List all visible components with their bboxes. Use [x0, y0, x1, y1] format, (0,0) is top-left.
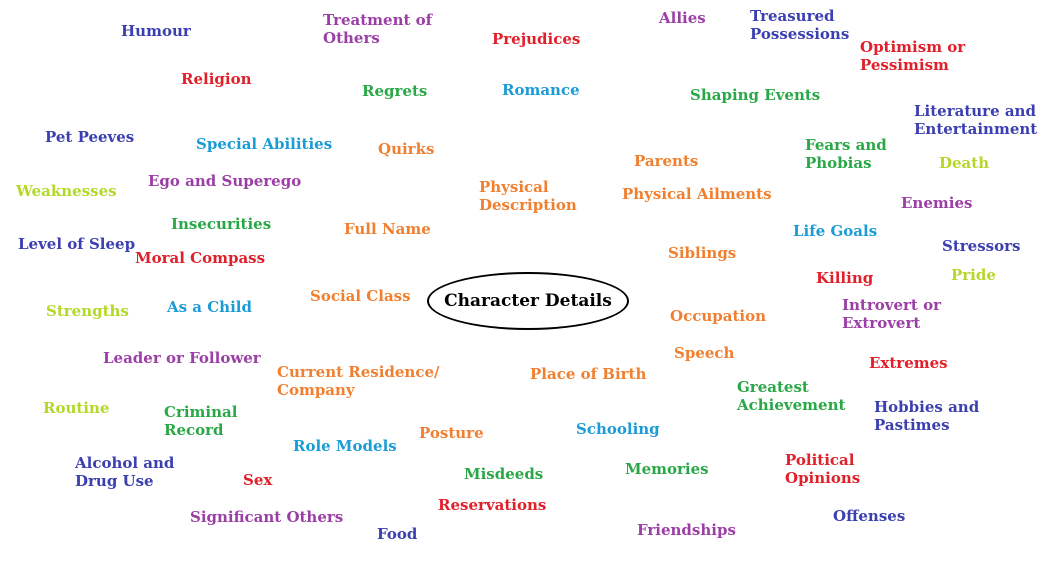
topic-place-of-birth: Place of Birth: [530, 365, 647, 383]
topic-misdeeds: Misdeeds: [464, 465, 544, 483]
topic-full-name: Full Name: [344, 220, 431, 238]
topic-food: Food: [377, 525, 418, 543]
topic-posture: Posture: [419, 424, 484, 442]
topic-extremes: Extremes: [869, 354, 948, 372]
topic-siblings: Siblings: [668, 244, 737, 262]
topic-speech: Speech: [674, 344, 735, 362]
topic-killing: Killing: [816, 269, 874, 287]
topic-leader-or-follower: Leader or Follower: [103, 349, 261, 367]
topic-shaping-events: Shaping Events: [690, 86, 821, 104]
topic-significant-others: Significant Others: [190, 508, 344, 526]
topic-friendships: Friendships: [637, 521, 736, 539]
topic-memories: Memories: [625, 460, 709, 478]
topic-reservations: Reservations: [438, 496, 547, 514]
topic-role-models: Role Models: [293, 437, 397, 455]
center-node: Character Details: [427, 272, 629, 330]
topic-pet-peeves: Pet Peeves: [45, 128, 135, 146]
topic-alcohol-and-drug-use: Alcohol and Drug Use: [75, 454, 175, 490]
topic-treasured-possessions: Treasured Possessions: [750, 7, 850, 43]
topic-moral-compass: Moral Compass: [135, 249, 266, 267]
topic-life-goals: Life Goals: [793, 222, 878, 240]
topic-occupation: Occupation: [670, 307, 766, 325]
topic-weaknesses: Weaknesses: [16, 182, 117, 200]
topic-literature-and-entertainment: Literature and Entertainment: [914, 102, 1038, 138]
topic-sex: Sex: [243, 471, 273, 489]
topic-greatest-achievement: Greatest Achievement: [737, 378, 846, 414]
topic-as-a-child: As a Child: [167, 298, 252, 316]
topic-humour: Humour: [121, 22, 191, 40]
topic-optimism-or-pessimism: Optimism or Pessimism: [860, 38, 966, 74]
topic-physical-description: Physical Description: [479, 178, 577, 214]
topic-treatment-of-others: Treatment of Others: [323, 11, 433, 47]
topic-introvert-or-extrovert: Introvert or Extrovert: [842, 296, 941, 332]
topic-quirks: Quirks: [378, 140, 435, 158]
topic-parents: Parents: [634, 152, 699, 170]
topic-romance: Romance: [502, 81, 580, 99]
topic-prejudices: Prejudices: [492, 30, 581, 48]
center-label: Character Details: [444, 291, 612, 311]
topic-level-of-sleep: Level of Sleep: [18, 235, 136, 253]
topic-strengths: Strengths: [46, 302, 129, 320]
topic-allies: Allies: [659, 9, 706, 27]
topic-fears-and-phobias: Fears and Phobias: [805, 136, 887, 172]
topic-regrets: Regrets: [362, 82, 428, 100]
topic-hobbies-and-pastimes: Hobbies and Pastimes: [874, 398, 980, 434]
topic-special-abilities: Special Abilities: [196, 135, 333, 153]
topic-schooling: Schooling: [576, 420, 660, 438]
topic-current-residence-company: Current Residence/ Company: [277, 363, 440, 399]
topic-criminal-record: Criminal Record: [164, 403, 238, 439]
topic-ego-and-superego: Ego and Superego: [148, 172, 302, 190]
topic-enemies: Enemies: [901, 194, 973, 212]
topic-insecurities: Insecurities: [171, 215, 272, 233]
topic-routine: Routine: [43, 399, 110, 417]
topic-social-class: Social Class: [310, 287, 411, 305]
topic-religion: Religion: [181, 70, 252, 88]
topic-pride: Pride: [951, 266, 996, 284]
topic-physical-ailments: Physical Ailments: [622, 185, 772, 203]
topic-stressors: Stressors: [942, 237, 1021, 255]
topic-offenses: Offenses: [833, 507, 906, 525]
topic-political-opinions: Political Opinions: [785, 451, 861, 487]
topic-death: Death: [939, 154, 990, 172]
